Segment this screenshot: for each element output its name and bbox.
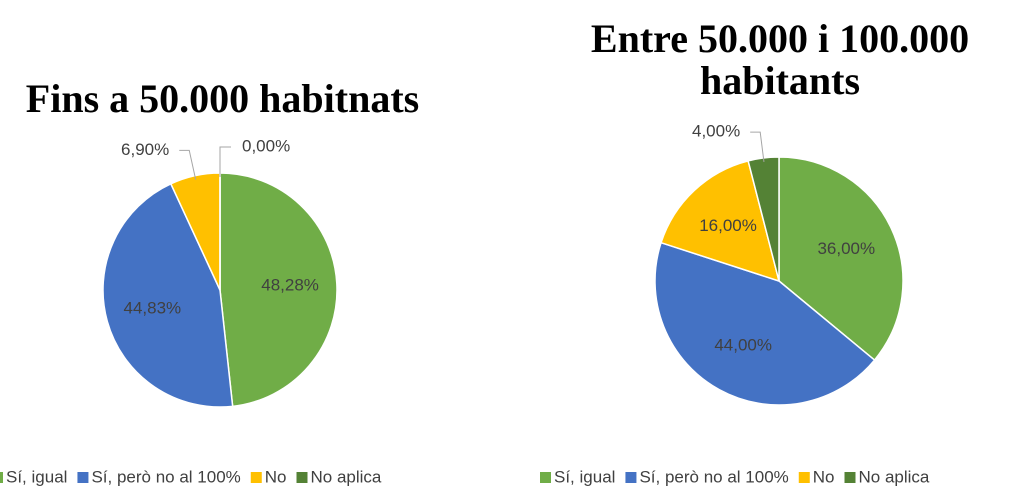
- data-label: 44,83%: [124, 298, 182, 317]
- legend-label: Sí, igual: [6, 467, 67, 486]
- legend-label: No: [265, 467, 287, 486]
- chart-title: Entre 50.000 i 100.000 habitants: [590, 16, 970, 103]
- data-label: 44,00%: [714, 336, 772, 355]
- legend-label: No aplica: [311, 467, 382, 486]
- legend-label: No aplica: [859, 467, 930, 486]
- data-label: 6,90%: [121, 140, 169, 159]
- data-label: 48,28%: [261, 276, 319, 295]
- legend-label: Sí, igual: [554, 467, 615, 486]
- legend-swatch: [296, 472, 308, 483]
- legend-swatch: [0, 472, 3, 483]
- legend-swatch: [540, 472, 551, 483]
- pie-slice: [219, 172, 338, 408]
- data-label: 36,00%: [817, 239, 875, 258]
- pie-slice: [778, 156, 904, 362]
- legend-swatch: [625, 472, 637, 483]
- legend-swatch: [250, 472, 262, 483]
- legend-swatch: [844, 472, 856, 483]
- pie-slice: [654, 241, 876, 406]
- leader-line: [750, 131, 765, 163]
- legend-label: Sí, però no al 100%: [639, 467, 788, 486]
- leader-line: [179, 149, 197, 180]
- legend-label: Sí, però no al 100%: [91, 467, 240, 486]
- data-label: 4,00%: [692, 122, 740, 141]
- leader-line: [219, 146, 231, 177]
- data-label: 0,00%: [242, 136, 290, 155]
- pie-slice: [660, 159, 781, 283]
- pie-slice: [102, 182, 234, 408]
- chart-title: Fins a 50.000 habitnats: [25, 76, 420, 121]
- data-label: 16,00%: [699, 216, 757, 235]
- legend-swatch: [77, 472, 89, 483]
- legend-swatch: [798, 472, 810, 483]
- legend-label: No: [813, 467, 835, 486]
